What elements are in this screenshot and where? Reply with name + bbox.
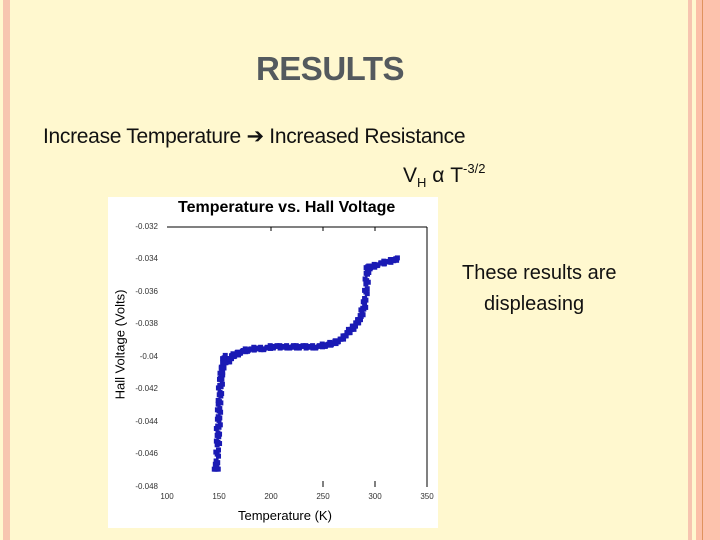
chart-title: Temperature vs. Hall Voltage [178,199,396,216]
y-tick-label: -0.048 [135,482,158,491]
chart-x-axis-label: Temperature (K) [238,508,332,523]
scatter-points [211,255,400,472]
x-tick-label: 150 [212,492,226,501]
formula-alpha-t: α T [426,164,464,187]
left-border-stripe [3,0,10,540]
y-tick-label: -0.032 [135,222,158,231]
y-tick-label: -0.036 [135,287,158,296]
y-tick-label: -0.038 [135,319,158,328]
y-tick-label: -0.044 [135,417,158,426]
y-tick-label: -0.046 [135,449,158,458]
right-border-stripe-2 [696,0,702,540]
top-ticks [270,227,376,231]
formula-exponent: -3/2 [463,161,486,176]
proportionality-formula: VH α T-3/2 [403,161,485,190]
temperature-resistance-statement: Increase Temperature ➔ Increased Resista… [43,124,466,149]
y-tick-label: -0.042 [135,384,158,393]
results-note: These results are displeasing [462,258,617,320]
y-tick-label: -0.04 [139,352,158,361]
note-line-1: These results are [462,262,617,284]
note-line-2: displeasing [484,293,585,315]
slide-title: RESULTS [255,50,405,87]
arrow-right-icon: ➔ [246,125,264,148]
x-tick-label: 250 [316,492,330,501]
right-border-stripe-1 [688,0,692,540]
statement-left: Increase Temperature [43,125,241,148]
x-tick-label: 300 [368,492,382,501]
plot-area [167,226,428,487]
statement-right: Increased Resistance [269,125,466,148]
right-border-stripe-3 [702,0,703,540]
x-tick-label: 200 [264,492,278,501]
formula-subscript: H [417,175,427,190]
x-tick-label: 100 [160,492,174,501]
hall-voltage-chart: Temperature vs. Hall Voltage Hall Voltag… [108,197,438,528]
x-tick-label: 350 [420,492,434,501]
bottom-ticks [322,481,376,487]
y-tick-label: -0.034 [135,254,158,263]
formula-v: V [403,164,418,187]
right-border-stripe-4 [703,0,720,540]
